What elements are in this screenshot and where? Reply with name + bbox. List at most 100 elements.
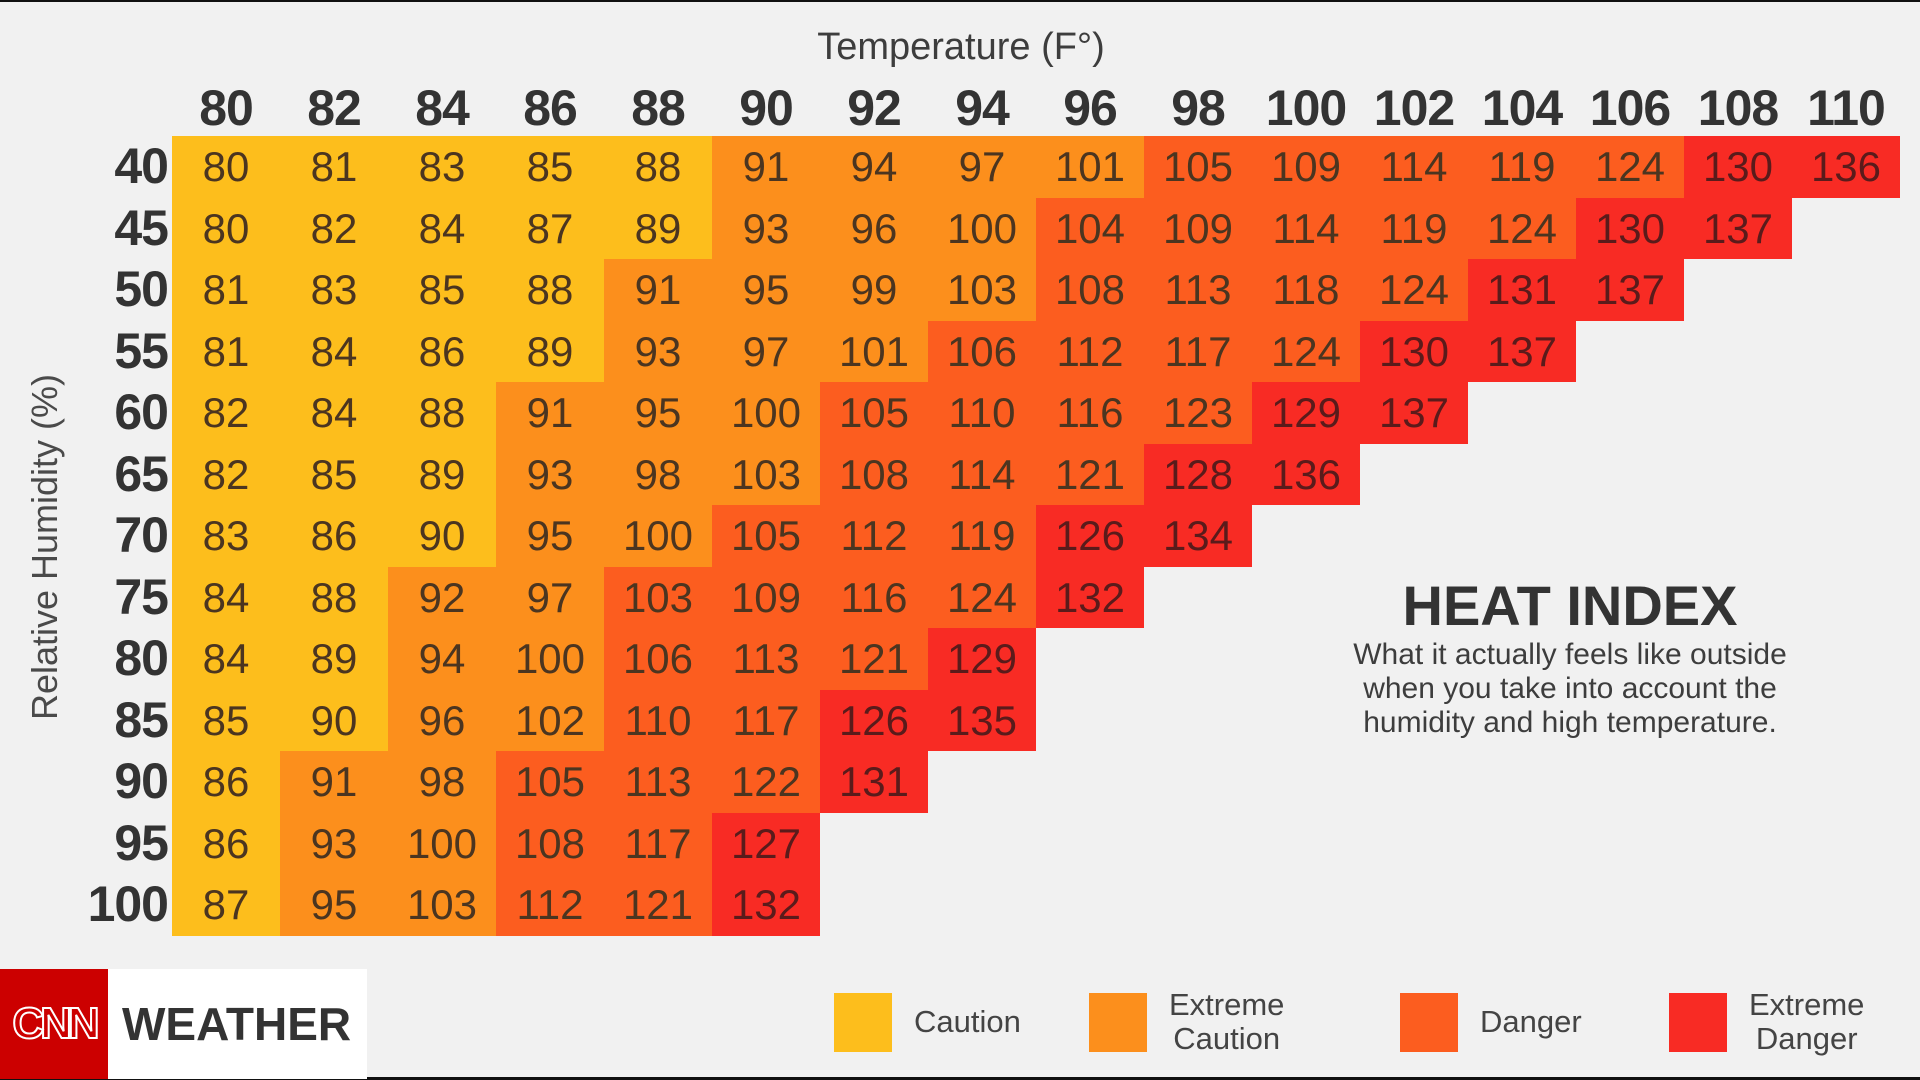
x-tick-label: 82 bbox=[307, 80, 362, 136]
heat-index-cell: 137 bbox=[1360, 382, 1468, 444]
heat-index-cell: 131 bbox=[1468, 259, 1576, 321]
empty-cell bbox=[1144, 690, 1252, 752]
y-tick-label: 85 bbox=[114, 691, 169, 748]
y-tick-label: 70 bbox=[114, 507, 169, 563]
x-tick-label: 110 bbox=[1807, 80, 1886, 136]
empty-cell bbox=[1468, 382, 1576, 444]
x-tick-label: 98 bbox=[1171, 80, 1226, 136]
heat-index-cell: 103 bbox=[604, 566, 712, 628]
legend-label-line: Extreme bbox=[1749, 987, 1865, 1022]
grid-row: 86 93 100 108 117 127 bbox=[172, 812, 1900, 875]
heat-index-cell: 100 bbox=[928, 197, 1036, 259]
heat-index-cell: 114 bbox=[928, 443, 1036, 505]
heat-index-cell: 102 bbox=[496, 689, 604, 751]
x-tick-label: 86 bbox=[523, 80, 578, 136]
legend: Caution Extreme Caution Danger Extreme D… bbox=[0, 988, 1920, 1056]
heat-index-cell: 105 bbox=[712, 505, 820, 567]
heat-index-cell: 101 bbox=[1036, 136, 1144, 198]
empty-cell bbox=[1792, 813, 1900, 875]
legend-swatch-extreme-caution bbox=[1089, 992, 1147, 1052]
empty-cell bbox=[1684, 444, 1792, 506]
heat-index-cell: 91 bbox=[604, 259, 712, 321]
heat-index-grid: 80 81 83 85 88 91 94 97 101 105 109 114 119 124 130 136… bbox=[172, 136, 1900, 936]
heat-index-cell: 124 bbox=[1576, 136, 1684, 198]
heat-index-cell: 87 bbox=[172, 874, 280, 936]
grid-row: 82 84 88 91 95 100 105 110 116 123 129 137 bbox=[172, 382, 1900, 444]
x-tick-label: 94 bbox=[955, 80, 1010, 136]
grid-row: 80 81 83 85 88 91 94 97 101 105 109 114 119 124 130 136 bbox=[172, 136, 1900, 198]
heat-index-cell: 94 bbox=[388, 628, 496, 690]
heat-index-cell: 86 bbox=[388, 320, 496, 382]
heat-index-title: HEAT INDEX bbox=[1402, 574, 1738, 637]
empty-cell bbox=[1576, 505, 1684, 567]
empty-cell bbox=[1252, 874, 1360, 936]
heat-index-cell: 128 bbox=[1144, 443, 1252, 505]
y-tick-label: 100 bbox=[87, 876, 169, 932]
heat-index-cell: 117 bbox=[604, 812, 712, 874]
empty-cell bbox=[928, 751, 1036, 813]
heat-index-cell: 100 bbox=[604, 505, 712, 567]
empty-cell bbox=[1468, 813, 1576, 875]
legend-label-extreme-caution: Extreme Caution bbox=[1169, 988, 1284, 1056]
heat-index-cell: 136 bbox=[1252, 443, 1360, 505]
heat-index-cell: 99 bbox=[820, 259, 928, 321]
heat-index-cell: 84 bbox=[172, 566, 280, 628]
y-tick-label: 50 bbox=[114, 261, 169, 317]
empty-cell bbox=[1144, 874, 1252, 936]
heat-index-cell: 126 bbox=[1036, 505, 1144, 567]
x-tick-label: 92 bbox=[847, 80, 902, 136]
heat-index-cell: 113 bbox=[712, 628, 820, 690]
heat-index-cell: 91 bbox=[280, 751, 388, 813]
heat-index-cell: 130 bbox=[1684, 136, 1792, 198]
heat-index-cell: 81 bbox=[280, 136, 388, 198]
heat-index-cell: 119 bbox=[1360, 197, 1468, 259]
heat-index-cell: 89 bbox=[604, 197, 712, 259]
empty-cell bbox=[820, 813, 928, 875]
heat-index-cell: 83 bbox=[280, 259, 388, 321]
legend-label-extreme-danger: Extreme Danger bbox=[1749, 988, 1864, 1056]
heat-index-cell: 124 bbox=[928, 566, 1036, 628]
empty-cell bbox=[1360, 444, 1468, 506]
y-tick-label: 65 bbox=[114, 445, 169, 502]
legend-label-line: Caution bbox=[914, 1004, 1021, 1039]
heat-index-cell: 119 bbox=[928, 505, 1036, 567]
heat-index-cell: 116 bbox=[1036, 382, 1144, 444]
cnn-logo-text: CNN bbox=[11, 998, 100, 1049]
heat-index-cell: 121 bbox=[1036, 443, 1144, 505]
heat-index-cell: 96 bbox=[388, 689, 496, 751]
heat-index-cell: 90 bbox=[280, 689, 388, 751]
empty-cell bbox=[1360, 505, 1468, 567]
heat-index-cell: 82 bbox=[172, 443, 280, 505]
heat-index-cell: 82 bbox=[280, 197, 388, 259]
heat-index-description: What it actually feels like outside when… bbox=[1300, 638, 1840, 740]
heat-index-cell: 85 bbox=[280, 443, 388, 505]
empty-cell bbox=[1252, 505, 1360, 567]
heat-index-cell: 109 bbox=[712, 566, 820, 628]
heat-index-cell: 88 bbox=[388, 382, 496, 444]
heat-index-cell: 105 bbox=[820, 382, 928, 444]
grid-row: 86 91 98 105 113 122 131 bbox=[172, 751, 1900, 813]
heat-index-cell: 134 bbox=[1144, 505, 1252, 567]
heat-index-cell: 105 bbox=[1144, 136, 1252, 198]
heat-index-cell: 82 bbox=[172, 382, 280, 444]
empty-cell bbox=[1792, 874, 1900, 936]
heat-index-cell: 119 bbox=[1468, 136, 1576, 198]
heat-index-cell: 83 bbox=[172, 505, 280, 567]
heat-index-cell: 88 bbox=[604, 136, 712, 198]
empty-cell bbox=[1576, 382, 1684, 444]
heat-index-cell: 98 bbox=[604, 443, 712, 505]
heat-index-cell: 87 bbox=[496, 197, 604, 259]
legend-label-line: Caution bbox=[1173, 1021, 1281, 1056]
heat-index-cell: 88 bbox=[496, 259, 604, 321]
empty-cell bbox=[1576, 751, 1684, 813]
empty-cell bbox=[1252, 813, 1360, 875]
heat-index-cell: 96 bbox=[820, 197, 928, 259]
empty-cell bbox=[1036, 628, 1144, 690]
grid-row: 82 85 89 93 98 103 108 114 121 128 136 bbox=[172, 443, 1900, 506]
heat-index-cell: 95 bbox=[712, 259, 820, 321]
empty-cell bbox=[1036, 813, 1144, 875]
empty-cell bbox=[1468, 505, 1576, 567]
grid-row: 81 83 85 88 91 95 99 103 108 113 118 124 131 137 bbox=[172, 259, 1900, 321]
empty-cell bbox=[1576, 444, 1684, 506]
grid-row: 80 82 84 87 89 93 96 100 104 109 114 119 124 130 137 bbox=[172, 197, 1900, 259]
